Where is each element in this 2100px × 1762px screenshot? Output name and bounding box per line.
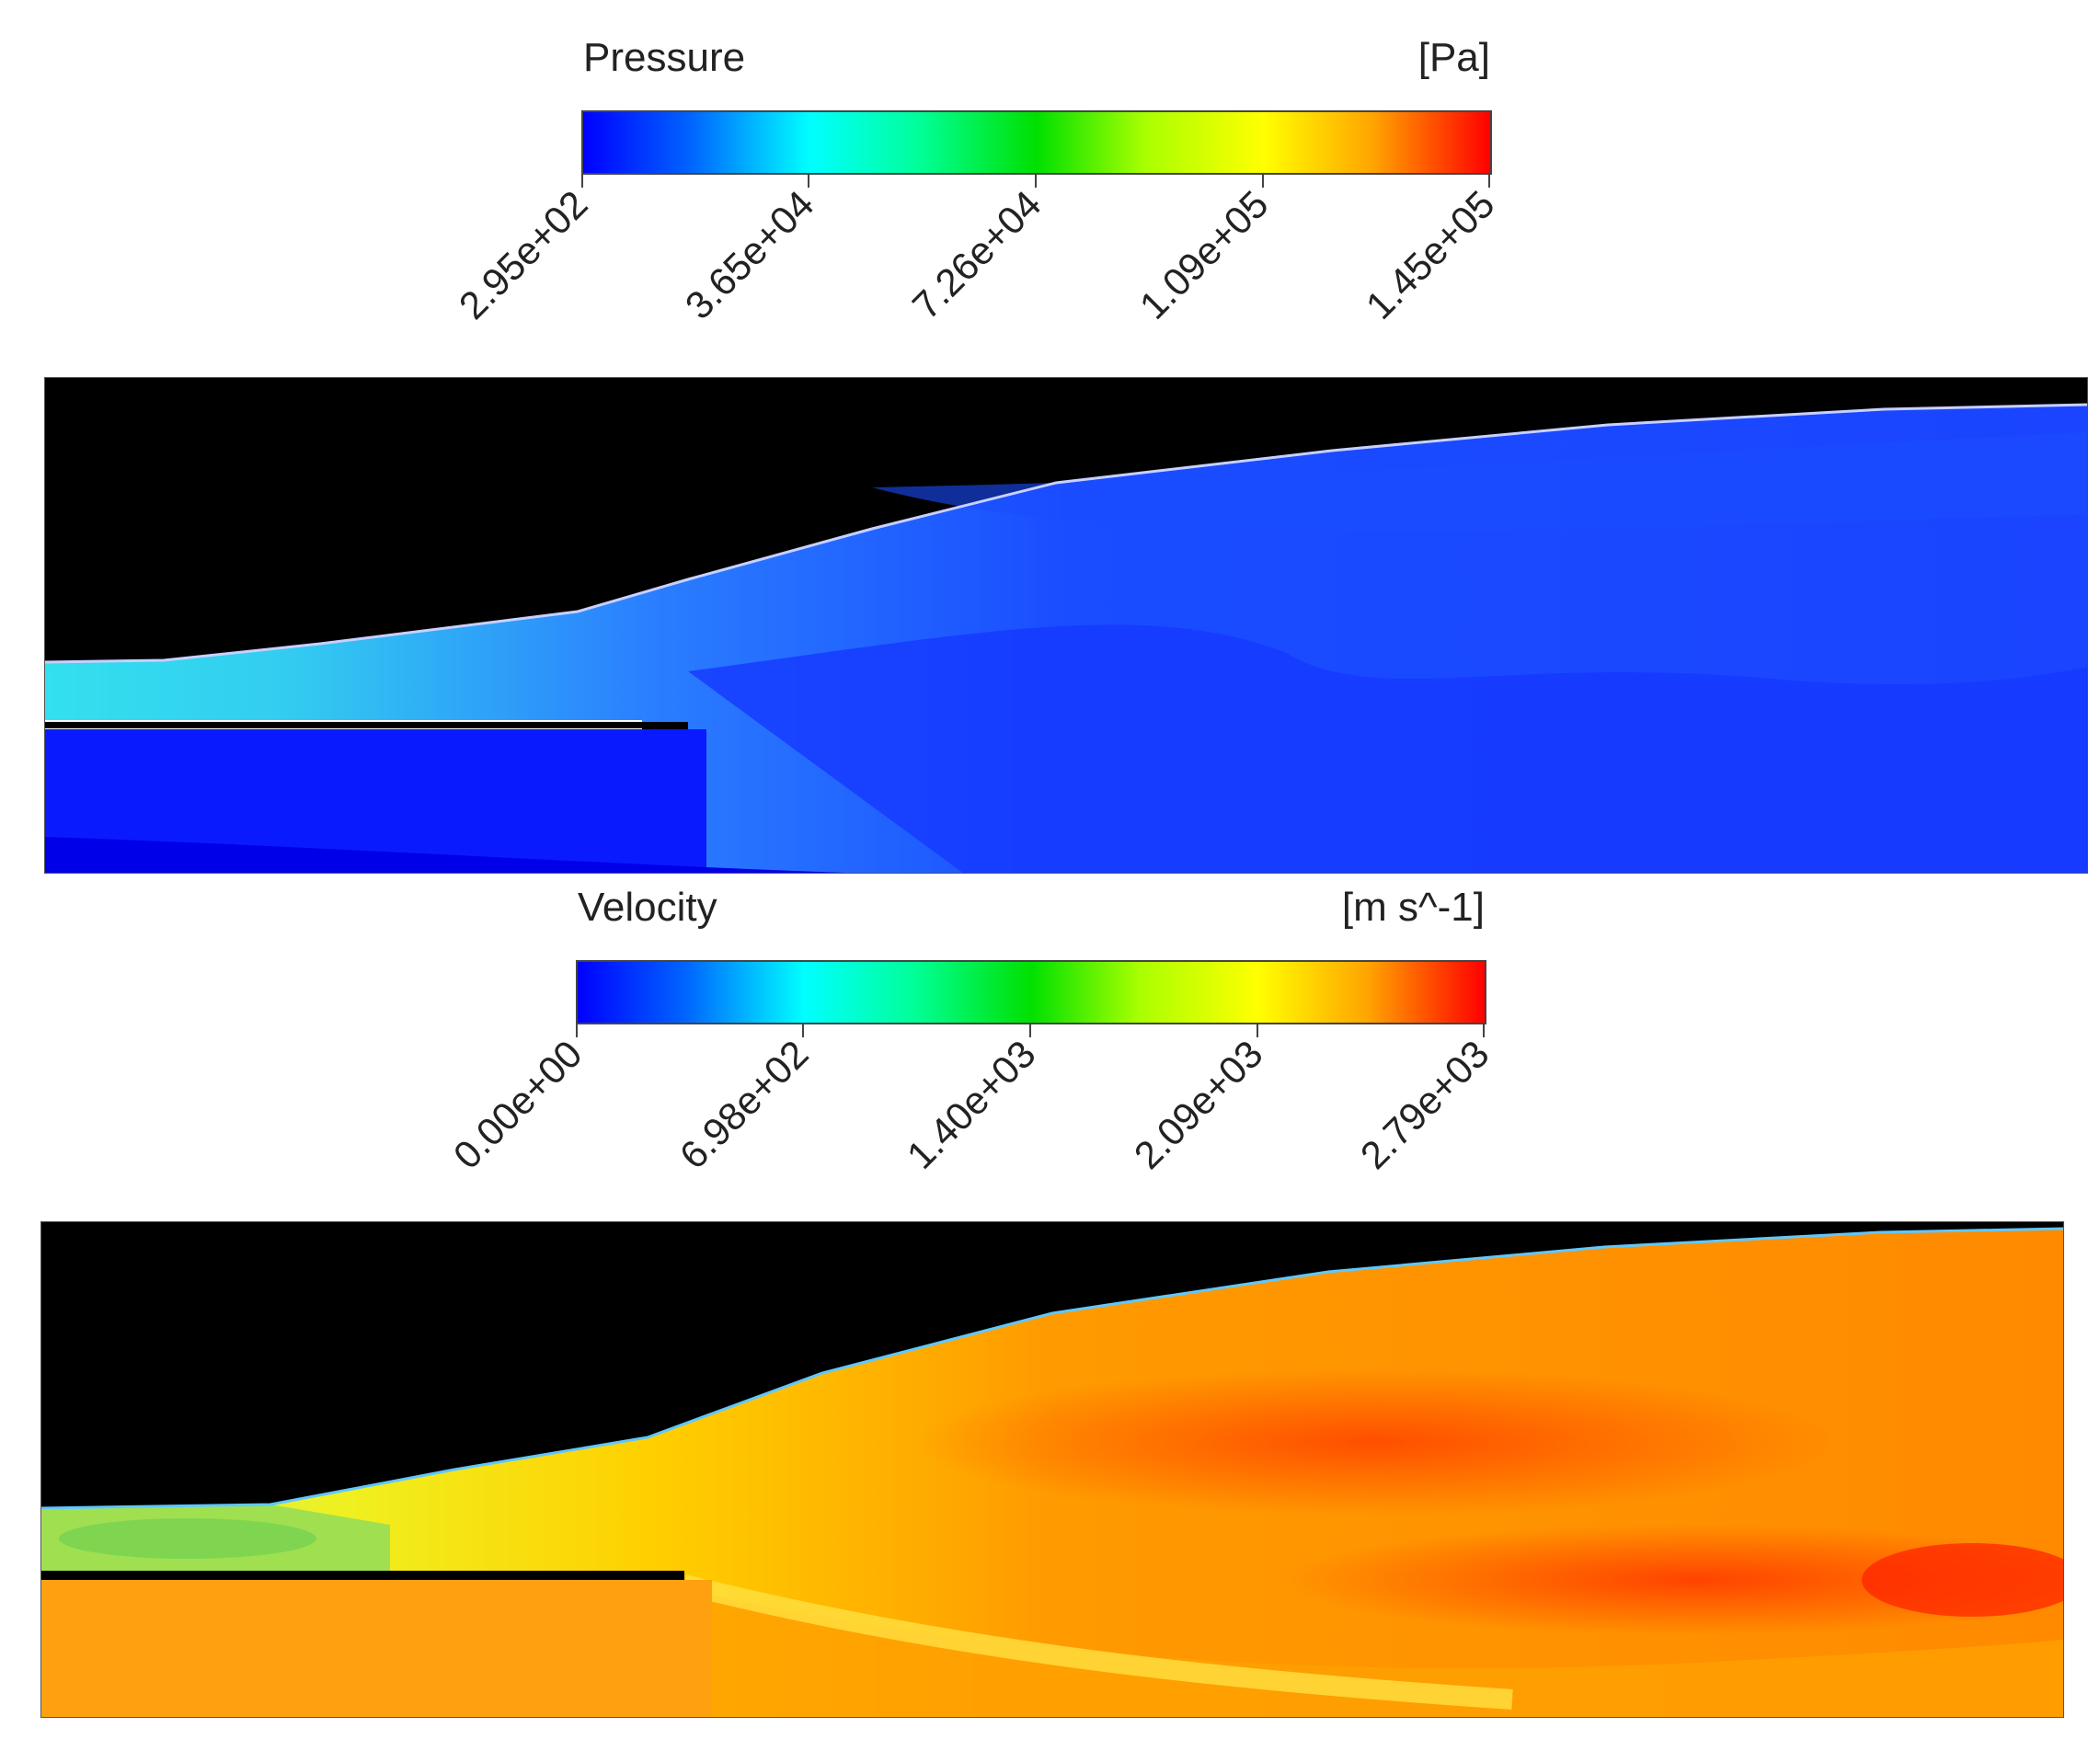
pressure-tick-label: 3.65e+04 [676, 182, 822, 327]
pressure-tick-label: 2.95e+02 [450, 182, 596, 327]
pressure-tick-label: 1.09e+05 [1130, 182, 1277, 327]
pressure-tick-mark [1262, 175, 1264, 188]
velocity-tick-label: 2.09e+03 [1125, 1032, 1271, 1177]
velocity-colorbar [576, 960, 1486, 1024]
velocity-tick-mark [1029, 1024, 1031, 1037]
velocity-tick-mark [802, 1024, 804, 1037]
velocity-tick-label: 0.00e+00 [444, 1032, 591, 1177]
pressure-contour-field [44, 377, 2088, 874]
velocity-tick-label: 6.98e+02 [671, 1032, 817, 1177]
velocity-tick-mark [576, 1024, 578, 1037]
velocity-panel: Velocity [m s^-1] 0.00e+00 6.98e+02 1.40… [0, 881, 2100, 1762]
pressure-tick-mark [581, 175, 583, 188]
velocity-legend-title: Velocity [578, 885, 717, 930]
velocity-contour-field [40, 1221, 2064, 1718]
pressure-tick-label: 1.45e+05 [1357, 182, 1503, 327]
pressure-tick-label: 7.26e+04 [903, 182, 1050, 327]
pressure-tick-mark [808, 175, 809, 188]
velocity-legend-unit: [m s^-1] [1341, 885, 1485, 930]
pressure-legend-unit: [Pa] [1417, 35, 1490, 80]
velocity-tick-mark [1483, 1024, 1485, 1037]
pressure-colorbar [581, 110, 1492, 175]
pressure-tick-mark [1035, 175, 1037, 188]
pressure-panel: Pressure [Pa] 2.95e+02 3.65e+04 7.26e+04… [44, 35, 2088, 874]
pressure-legend-title: Pressure [583, 35, 746, 80]
pressure-tick-mark [1488, 175, 1490, 188]
velocity-tick-label: 2.79e+03 [1351, 1032, 1498, 1177]
velocity-tick-label: 1.40e+03 [898, 1032, 1044, 1177]
velocity-tick-mark [1257, 1024, 1258, 1037]
